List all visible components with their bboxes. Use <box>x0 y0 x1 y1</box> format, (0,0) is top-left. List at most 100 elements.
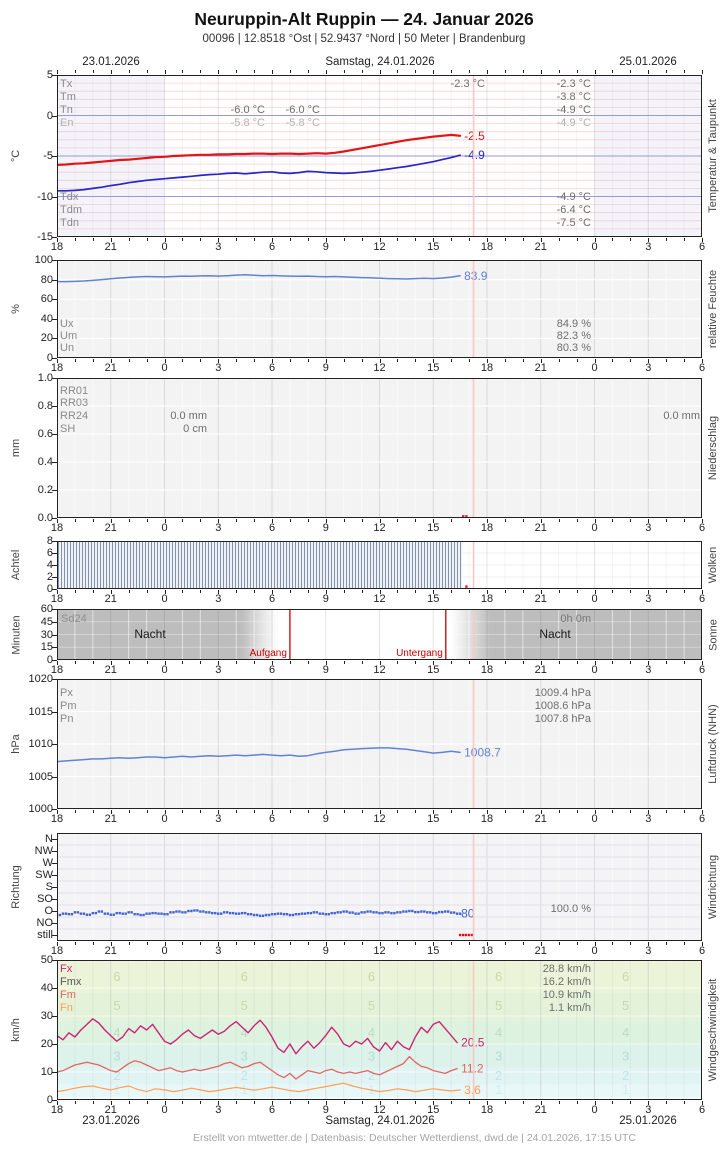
axis-tick <box>307 70 309 73</box>
axis-tick <box>612 70 614 73</box>
axis-tick <box>57 590 58 594</box>
stat-value: 1007.8 hPa <box>534 713 591 725</box>
axis-tick <box>325 810 327 814</box>
x-axis-row: 18 21 0 3 6 9 12 15 18 21 0 3 6 <box>0 359 728 375</box>
axis-tick <box>92 1101 94 1104</box>
axis-tick <box>469 942 471 945</box>
x-tick-label: 3 <box>215 362 222 374</box>
x-tick-label: 3 <box>645 1104 652 1116</box>
stat-label-Un: Un <box>60 342 75 354</box>
axis-tick <box>361 942 363 945</box>
axis-tick <box>236 590 238 593</box>
axis-tick <box>684 519 686 522</box>
axis-tick <box>128 810 130 813</box>
axis-tick <box>522 238 524 241</box>
axis-tick <box>648 519 650 523</box>
axis-tick <box>146 359 148 362</box>
axis-tick <box>702 238 703 242</box>
axis-tick <box>504 1101 506 1104</box>
y-tick-label: 0.0 <box>37 512 53 524</box>
axis-tick <box>684 590 686 593</box>
stat-value: -6.0 °C <box>285 104 320 116</box>
x-tick-label: 21 <box>534 813 547 825</box>
beaufort-band-number: 4 <box>622 1025 629 1040</box>
y-axis-tick <box>52 609 57 610</box>
x-tick-label: 21 <box>104 362 117 374</box>
axis-tick <box>110 810 112 814</box>
axis-tick <box>415 519 417 522</box>
y-axis-tick <box>52 851 57 852</box>
axis-tick <box>469 590 471 593</box>
panel-title-wind_direction: Windrichtung <box>707 854 719 920</box>
axis-tick <box>397 519 399 522</box>
axis-tick <box>415 1101 417 1104</box>
axis-tick <box>702 359 703 363</box>
axis-tick <box>57 810 58 814</box>
axis-tick <box>630 1101 632 1104</box>
y-tick-label: 1010 <box>28 738 53 750</box>
axis-tick <box>612 661 614 664</box>
current-value-label: 83.9 <box>464 269 488 283</box>
x-tick-label: 6 <box>268 362 276 374</box>
series-Taupunkt <box>57 154 461 192</box>
axis-tick <box>379 590 381 594</box>
axis-tick <box>487 70 488 74</box>
axis-tick <box>522 661 524 664</box>
axis-tick <box>558 70 560 73</box>
axis-tick <box>648 942 650 946</box>
stat-label-Um: Um <box>60 330 78 342</box>
y-axis-tick <box>52 358 57 359</box>
axis-tick <box>630 661 632 664</box>
axis-tick <box>594 942 596 946</box>
axis-tick <box>164 942 166 946</box>
x-tick-label: 21 <box>104 522 117 534</box>
axis-tick <box>92 238 94 241</box>
x-tick-label: 6 <box>268 241 276 253</box>
sun-event-label: Untergang <box>396 648 443 659</box>
panel-title-pressure: Luftdruck (NHN) <box>707 704 719 784</box>
x-tick-label: 9 <box>322 593 329 605</box>
axis-tick <box>558 810 560 813</box>
axis-tick <box>92 70 94 73</box>
page-title: Neuruppin-Alt Ruppin — 24. Januar 2026 <box>194 9 534 29</box>
y-axis-tick <box>52 809 57 810</box>
axis-tick <box>236 661 238 664</box>
y-category-label: O <box>44 905 53 917</box>
axis-tick <box>254 519 256 522</box>
y-tick-label: 40 <box>40 312 53 325</box>
x-tick-label: 3 <box>215 813 222 825</box>
axis-tick <box>110 661 112 665</box>
axis-tick <box>558 661 560 664</box>
axis-tick <box>594 661 596 665</box>
x-tick-label: 6 <box>698 593 706 605</box>
x-tick-label: 0 <box>591 1104 598 1116</box>
axis-tick <box>92 661 94 664</box>
axis-tick <box>307 1101 309 1104</box>
series-Fm <box>57 1055 458 1080</box>
y-axis-tick <box>52 156 57 157</box>
axis-tick <box>630 590 632 593</box>
axis-tick <box>702 70 703 74</box>
beaufort-band-number: 5 <box>495 998 502 1013</box>
x-axis-row: 18 21 0 3 6 9 12 15 18 21 0 3 6 <box>0 238 728 254</box>
y-tick-label: 20 <box>40 1038 53 1050</box>
data-marker <box>465 515 468 518</box>
y-tick-label: 100 <box>34 254 53 266</box>
y-category-label: NO <box>36 917 54 929</box>
axis-tick <box>272 70 273 74</box>
axis-tick <box>379 238 381 242</box>
y-axis-tick <box>52 75 57 76</box>
axis-tick <box>487 810 488 814</box>
series-Fx <box>57 1018 458 1055</box>
axis-tick <box>504 810 506 813</box>
axis-tick <box>146 1101 148 1104</box>
x-tick-label: 3 <box>645 522 652 534</box>
axis-tick <box>415 942 417 945</box>
axis-tick <box>74 359 76 362</box>
axis-tick <box>343 519 345 522</box>
axis-tick <box>361 590 363 593</box>
x-tick-label: 21 <box>534 593 547 605</box>
stat-value: 84.9 % <box>556 318 591 330</box>
beaufort-band-number: 6 <box>495 969 502 984</box>
axis-tick <box>379 810 381 814</box>
